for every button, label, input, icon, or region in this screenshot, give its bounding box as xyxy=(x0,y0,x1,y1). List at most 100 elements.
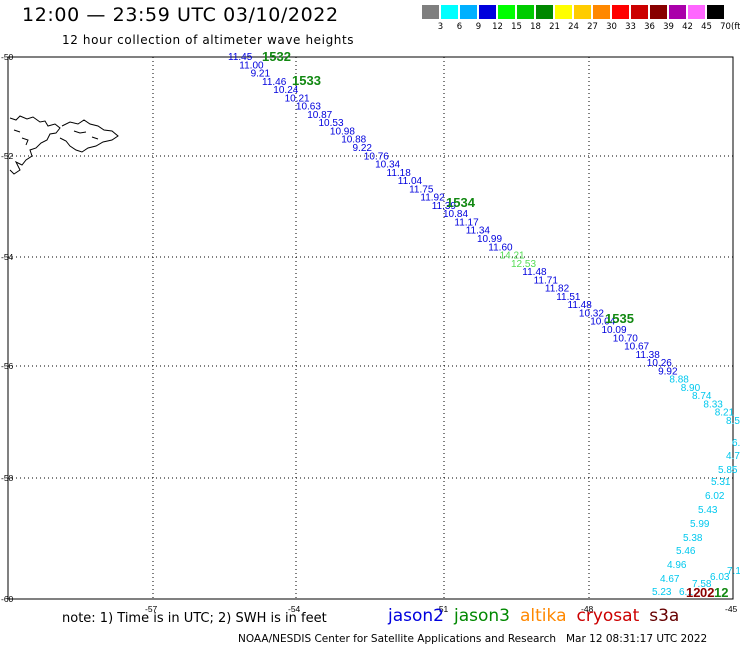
swh-label: 10.67 xyxy=(624,342,649,353)
swh-label: 11.00 xyxy=(239,60,264,71)
swh-label: 6.03 xyxy=(710,572,730,583)
legend-swatch xyxy=(536,5,553,19)
swh-label: 6. xyxy=(732,438,740,449)
swh-label: 11.48 xyxy=(568,300,593,311)
swh-label: 10.26 xyxy=(647,358,672,369)
swh-label: 14.21 xyxy=(500,251,525,262)
legend-swatch xyxy=(574,5,591,19)
satellite-legend-item: altika xyxy=(520,606,567,626)
legend-swatch xyxy=(612,5,629,19)
legend-swatch xyxy=(517,5,534,19)
swh-label: 11.48 xyxy=(522,267,547,278)
swh-label: 10.88 xyxy=(341,135,366,146)
satellite-legend: jason2 jason3 altika cryosat s3a xyxy=(388,606,689,626)
satellite-legend-item: s3a xyxy=(649,606,680,626)
legend-swatch xyxy=(593,5,610,19)
swh-label: 5.31 xyxy=(711,477,731,488)
swh-label: 11.17 xyxy=(454,218,479,229)
swh-label: 11.46 xyxy=(262,77,287,88)
chart-title: 12:00 — 23:59 UTC 03/10/2022 xyxy=(22,4,339,26)
cryosat-swh-label: 12 xyxy=(686,585,700,600)
swh-label: 8.74 xyxy=(692,391,712,402)
swh-label: 11.82 xyxy=(545,284,570,295)
swh-label: 10.99 xyxy=(477,234,502,245)
swh-label: 11.71 xyxy=(534,275,559,286)
legend-label: 30 xyxy=(606,22,617,32)
swh-label: 11.60 xyxy=(488,242,513,253)
swh-label: 11.51 xyxy=(556,292,581,303)
swh-label: 5.23 xyxy=(652,587,672,598)
latitude-label: -54 xyxy=(1,252,14,262)
pass-number-label: 1532 xyxy=(262,49,291,64)
legend-swatch xyxy=(707,5,724,19)
latitude-label: -52 xyxy=(1,151,14,161)
longitude-label: -57 xyxy=(145,604,158,614)
pass-number-label: 1535 xyxy=(605,311,634,326)
longitude-label: -45 xyxy=(725,604,738,614)
legend-swatch xyxy=(555,5,572,19)
footnote: note: 1) Time is in UTC; 2) SWH is in fe… xyxy=(62,611,327,626)
coastline-east xyxy=(59,119,119,153)
legend-label: 18 xyxy=(530,22,541,32)
swh-label: 9.92 xyxy=(658,366,678,377)
swh-label: 8.21 xyxy=(715,408,735,419)
legend-label: 45 xyxy=(701,22,712,32)
legend-label: 3 xyxy=(437,22,444,32)
swh-label: 5.85 xyxy=(718,465,738,476)
credit-text: NOAA/NESDIS Center for Satellite Applica… xyxy=(238,633,556,645)
legend-label: 33 xyxy=(625,22,636,32)
swh-label: 11.45 xyxy=(228,52,253,63)
chart-subtitle: 12 hour collection of altimeter wave hei… xyxy=(62,33,355,47)
swh-label: 10.63 xyxy=(296,102,321,113)
swh-label: 4.96 xyxy=(667,560,687,571)
swh-label: 4.7 xyxy=(726,451,740,462)
legend-swatch xyxy=(631,5,648,19)
swh-label: 5.99 xyxy=(690,519,710,530)
swh-label: 10.09 xyxy=(602,325,627,336)
swh-label: 10.70 xyxy=(613,333,638,344)
swh-label: 7.58 xyxy=(692,579,712,590)
swh-label: 10.34 xyxy=(375,160,400,171)
swh-label: 10.32 xyxy=(579,309,604,320)
legend-swatch xyxy=(650,5,667,19)
legend-swatch xyxy=(669,5,686,19)
legend-label: 12 xyxy=(492,22,503,32)
legend-label: 24 xyxy=(568,22,579,32)
legend-label: 27 xyxy=(587,22,598,32)
satellite-legend-item: jason2 xyxy=(388,606,444,626)
swh-label: 11.75 xyxy=(409,184,434,195)
swh-label: 10.24 xyxy=(273,85,298,96)
legend-label: 9 xyxy=(475,22,482,32)
legend-label: 6 xyxy=(456,22,463,32)
swh-label: 10.21 xyxy=(285,93,310,104)
legend-swatch xyxy=(422,5,439,19)
satellite-legend-item: cryosat xyxy=(576,606,640,626)
swh-label: 8.90 xyxy=(681,383,701,394)
swh-label: 6.1 xyxy=(679,587,693,598)
coastline-west xyxy=(9,115,61,175)
swh-label: 10.53 xyxy=(319,118,344,129)
swh-label: 10.04 xyxy=(590,317,615,328)
swh-label: 10.98 xyxy=(330,127,355,138)
swh-label: 7.1 xyxy=(727,566,740,577)
swh-label: 5.38 xyxy=(683,533,703,544)
swh-label: 10.84 xyxy=(443,209,468,220)
swh-label: 10.87 xyxy=(307,110,332,121)
swh-label: 10.76 xyxy=(364,151,389,162)
jason3-swh-label: 12 xyxy=(714,585,728,600)
swh-label: 11.04 xyxy=(398,176,423,187)
generated-timestamp: Mar 12 08:31:17 UTC 2022 xyxy=(566,633,708,645)
legend-swatch xyxy=(460,5,477,19)
longitude-label: -48 xyxy=(581,604,594,614)
legend-swatch xyxy=(498,5,515,19)
legend-unit: (ft) xyxy=(731,22,740,32)
satellite-legend-item: jason3 xyxy=(454,606,510,626)
legend-label: 39 xyxy=(663,22,674,32)
swh-label: 9.21 xyxy=(251,69,271,80)
cryosat-swh-label: 02 xyxy=(700,585,714,600)
legend-swatch xyxy=(479,5,496,19)
swh-label: 5.43 xyxy=(698,505,718,516)
swh-label: 11.39 xyxy=(432,201,457,212)
